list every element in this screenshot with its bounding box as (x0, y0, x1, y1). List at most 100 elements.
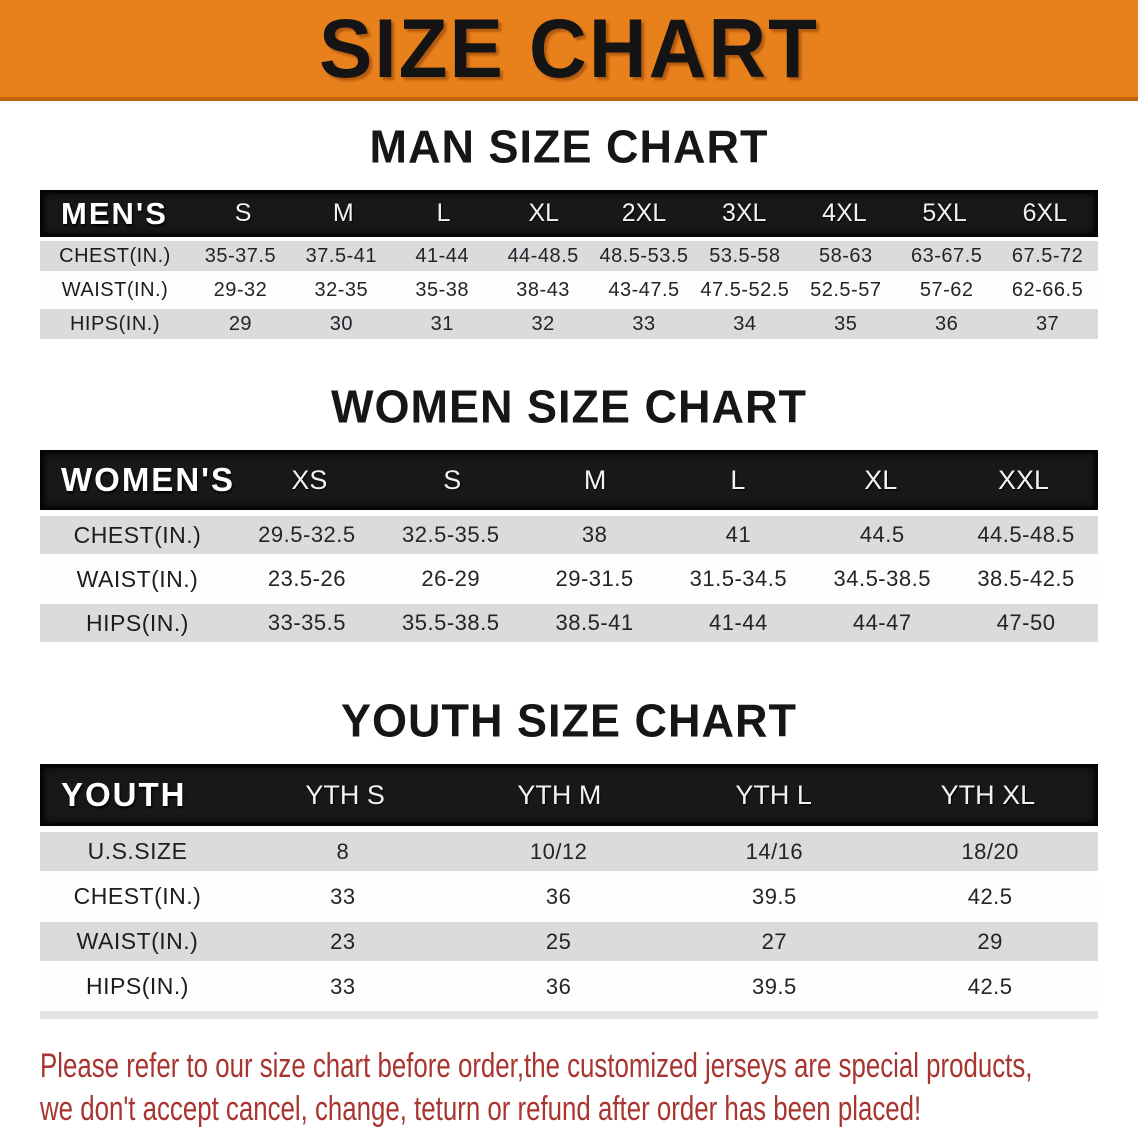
cell: 44.5-48.5 (977, 522, 1075, 547)
cell: 67.5-72 (1011, 244, 1084, 267)
row-label: WAIST(IN.) (61, 278, 169, 301)
row-label: WAIST(IN.) (76, 565, 199, 592)
cell: 29 (228, 312, 253, 335)
cell: 35-37.5 (204, 244, 277, 267)
cell: 32.5-35.5 (402, 522, 500, 547)
banner: SIZE CHART (0, 0, 1138, 101)
cell: 62-66.5 (1011, 278, 1084, 301)
women-section-heading: WOMEN SIZE CHART (331, 380, 807, 433)
cell: 38 (581, 522, 608, 547)
men-column-header: 4XL (822, 199, 867, 227)
row-label: CHEST(IN.) (59, 244, 171, 267)
women-column-header: M (583, 464, 607, 495)
cell: 29-32 (213, 278, 268, 301)
table-row: HIPS(IN.) 33 36 39.5 42.5 (40, 967, 1098, 1006)
cell: 18/20 (961, 838, 1019, 864)
cell: 27 (761, 928, 788, 954)
cell: 47-50 (996, 610, 1056, 635)
row-label: HIPS(IN.) (86, 609, 189, 636)
table-row: WAIST(IN.) 23.5-26 26-29 29-31.5 31.5-34… (40, 560, 1098, 598)
women-table-title: WOMEN'S (61, 461, 236, 498)
cell: 58-63 (818, 244, 873, 267)
men-column-header: 2XL (621, 199, 667, 227)
men-column-header: 5XL (922, 199, 967, 227)
men-size-table: MEN'S S M L XL 2XL 3XL 4XL 5XL 6XL CHEST… (40, 190, 1098, 339)
cell: 38-43 (516, 278, 570, 301)
cell: 29 (977, 928, 1003, 954)
table-row: U.S.SIZE 8 10/12 14/16 18/20 (40, 832, 1098, 871)
cell: 26-29 (421, 566, 481, 591)
youth-column-header: YTH XL (940, 779, 1036, 810)
cell: 32-35 (314, 278, 369, 301)
men-column-header: M (332, 199, 354, 227)
cell: 41-44 (415, 244, 470, 267)
cell: 38.5-41 (555, 610, 634, 635)
men-column-header: 3XL (721, 199, 767, 227)
women-column-header: S (443, 464, 462, 495)
table-row: HIPS(IN.) 29 30 31 32 33 34 35 36 37 (40, 309, 1098, 339)
men-section-heading: MAN SIZE CHART (369, 120, 769, 173)
cell: 35-38 (415, 278, 470, 301)
cell: 25 (545, 928, 572, 954)
footer-note-line: we don't accept cancel, change, teturn o… (40, 1090, 922, 1128)
cell: 36 (545, 973, 572, 999)
women-table-header-row: WOMEN'S XS S M L XL XXL (40, 450, 1098, 510)
youth-size-table: YOUTH YTH S YTH M YTH L YTH XL U.S.SIZE … (40, 764, 1098, 1006)
cell: 14/16 (745, 838, 804, 864)
youth-column-header: YTH S (305, 779, 385, 810)
cell: 29.5-32.5 (258, 522, 356, 547)
cell: 57-62 (919, 278, 974, 301)
row-label: HIPS(IN.) (86, 973, 189, 999)
row-label: WAIST(IN.) (76, 928, 199, 954)
table-row: HIPS(IN.) 33-35.5 35.5-38.5 38.5-41 41-4… (40, 604, 1098, 642)
women-column-header: XXL (998, 464, 1050, 495)
cell: 48.5-53.5 (599, 244, 689, 267)
cell: 52.5-57 (810, 278, 882, 301)
cell: 35.5-38.5 (402, 610, 500, 635)
cell: 44-47 (852, 610, 912, 635)
table-row: CHEST(IN.) 29.5-32.5 32.5-35.5 38 41 44.… (40, 516, 1098, 554)
table-row: CHEST(IN.) 35-37.5 37.5-41 41-44 44-48.5… (40, 241, 1098, 271)
row-label: U.S.SIZE (87, 838, 188, 864)
cell: 23.5-26 (267, 566, 346, 591)
cell: 31 (430, 312, 454, 335)
youth-section-heading: YOUTH SIZE CHART (340, 694, 797, 747)
cell: 23 (330, 928, 356, 954)
men-column-header: XL (528, 199, 560, 227)
cell: 33-35.5 (267, 610, 346, 635)
youth-column-header: YTH L (735, 779, 812, 810)
cell: 29-31.5 (555, 566, 634, 591)
footer-note: Please refer to our size chart before or… (40, 1045, 1138, 1131)
cell: 34 (733, 312, 757, 335)
cell: 37 (1035, 312, 1060, 335)
cell: 39.5 (751, 883, 797, 909)
women-size-table: WOMEN'S XS S M L XL XXL CHEST(IN.) 29.5-… (40, 450, 1098, 642)
row-label: CHEST(IN.) (73, 883, 202, 909)
banner-title: SIZE CHART (319, 1, 819, 95)
cell: 63-67.5 (911, 244, 983, 267)
cell: 36 (935, 312, 959, 335)
men-table-header-row: MEN'S S M L XL 2XL 3XL 4XL 5XL 6XL (40, 190, 1098, 237)
cell: 42.5 (967, 883, 1013, 909)
cell: 43-47.5 (608, 278, 680, 301)
men-column-header: 6XL (1022, 199, 1068, 227)
men-table-title: MEN'S (61, 195, 168, 231)
row-label: CHEST(IN.) (73, 521, 202, 548)
women-column-header: XS (291, 464, 328, 495)
cell: 36 (545, 883, 572, 909)
cell: 42.5 (967, 973, 1013, 999)
cell: 33 (330, 973, 356, 999)
cell: 53.5-58 (709, 244, 781, 267)
cell: 33 (330, 883, 356, 909)
cell: 47.5-52.5 (700, 278, 790, 301)
cell: 39.5 (751, 973, 797, 999)
cell: 41 (725, 522, 752, 547)
cell: 33 (632, 312, 656, 335)
youth-table-header-row: YOUTH YTH S YTH M YTH L YTH XL (40, 764, 1098, 826)
footer-note-line: Please refer to our size chart before or… (40, 1047, 1033, 1085)
cell: 37.5-41 (305, 244, 377, 267)
women-column-header: L (730, 464, 746, 495)
cell: 35 (834, 312, 858, 335)
youth-column-header: YTH M (517, 779, 602, 810)
